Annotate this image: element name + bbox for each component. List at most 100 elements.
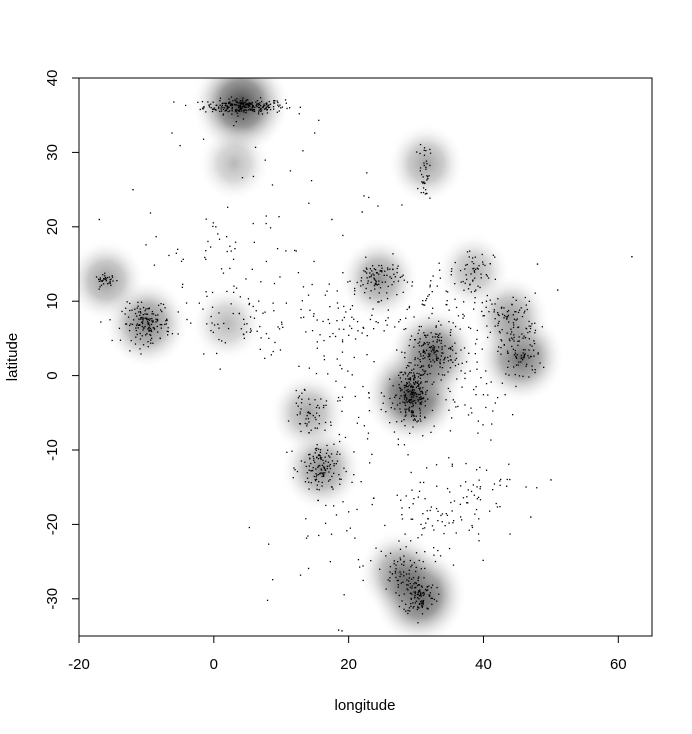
data-point <box>398 594 400 597</box>
data-point <box>216 352 218 355</box>
data-point <box>439 366 441 368</box>
data-point <box>472 279 474 281</box>
data-point <box>417 592 419 594</box>
data-point <box>504 394 506 396</box>
data-point <box>258 109 260 111</box>
data-point <box>464 282 466 284</box>
data-point <box>363 270 365 272</box>
data-point <box>255 101 257 103</box>
data-point <box>408 362 410 364</box>
data-point <box>397 280 400 282</box>
data-point <box>331 460 334 462</box>
data-point <box>509 340 511 342</box>
data-point <box>210 329 212 332</box>
data-point <box>419 167 422 169</box>
data-point <box>311 470 313 472</box>
data-point <box>419 418 421 420</box>
data-point <box>427 295 429 297</box>
data-point <box>399 571 401 573</box>
data-point <box>418 383 420 385</box>
data-point <box>499 484 501 486</box>
data-point <box>312 414 314 417</box>
data-point <box>528 338 530 340</box>
data-point <box>404 352 406 354</box>
data-point <box>517 340 519 342</box>
data-point <box>103 278 105 280</box>
data-point <box>237 115 239 117</box>
data-point <box>272 350 274 353</box>
data-point <box>477 432 479 434</box>
data-point <box>310 462 312 465</box>
data-point <box>220 108 222 110</box>
data-point <box>332 332 334 335</box>
data-point <box>500 347 502 349</box>
data-point <box>104 275 106 277</box>
data-point <box>252 305 254 308</box>
data-point <box>177 248 179 250</box>
data-point <box>401 507 403 509</box>
data-point <box>500 307 503 309</box>
data-point <box>222 113 225 115</box>
data-point <box>459 328 461 330</box>
data-point <box>513 366 515 368</box>
data-point <box>304 389 306 391</box>
data-point <box>257 106 260 109</box>
data-point <box>142 306 145 309</box>
data-point <box>351 327 353 330</box>
data-point <box>356 508 358 511</box>
data-point <box>142 314 144 316</box>
data-point <box>111 275 113 277</box>
data-point <box>401 563 403 565</box>
data-point <box>411 281 414 283</box>
data-point <box>319 449 322 451</box>
data-point <box>342 234 344 237</box>
data-point <box>351 481 353 483</box>
data-point <box>525 304 527 306</box>
data-point <box>419 594 422 596</box>
data-point <box>389 422 391 424</box>
data-point <box>362 579 364 582</box>
data-point <box>481 348 483 350</box>
data-point <box>415 586 417 589</box>
data-point <box>431 603 433 605</box>
data-point <box>149 329 151 332</box>
data-point <box>265 103 267 105</box>
data-point <box>309 412 311 415</box>
data-point <box>373 274 375 276</box>
data-point <box>362 565 364 567</box>
data-point <box>265 260 267 263</box>
data-point <box>139 338 142 340</box>
data-point <box>419 374 422 376</box>
data-point <box>341 396 344 398</box>
data-point <box>252 109 255 111</box>
data-point <box>297 397 300 399</box>
data-point <box>430 347 432 349</box>
data-point <box>324 294 326 296</box>
data-point <box>308 469 310 471</box>
data-point <box>138 318 140 320</box>
data-point <box>119 339 122 341</box>
data-point <box>403 608 405 610</box>
data-point <box>400 499 402 501</box>
data-point <box>400 582 402 584</box>
data-point <box>258 106 261 109</box>
data-point <box>423 481 425 484</box>
data-point <box>375 321 377 323</box>
data-point <box>279 276 281 278</box>
density-peak <box>190 285 264 362</box>
data-point <box>315 478 318 480</box>
data-point <box>424 498 426 500</box>
data-point <box>339 440 341 443</box>
data-point <box>423 591 425 594</box>
data-point <box>294 469 296 471</box>
data-point <box>412 386 414 388</box>
data-point <box>315 468 317 470</box>
data-point <box>307 535 309 537</box>
data-point <box>409 339 411 341</box>
data-point <box>521 359 524 361</box>
data-point <box>397 265 399 267</box>
data-point <box>466 502 468 504</box>
data-point <box>167 327 169 329</box>
data-point <box>295 250 297 252</box>
